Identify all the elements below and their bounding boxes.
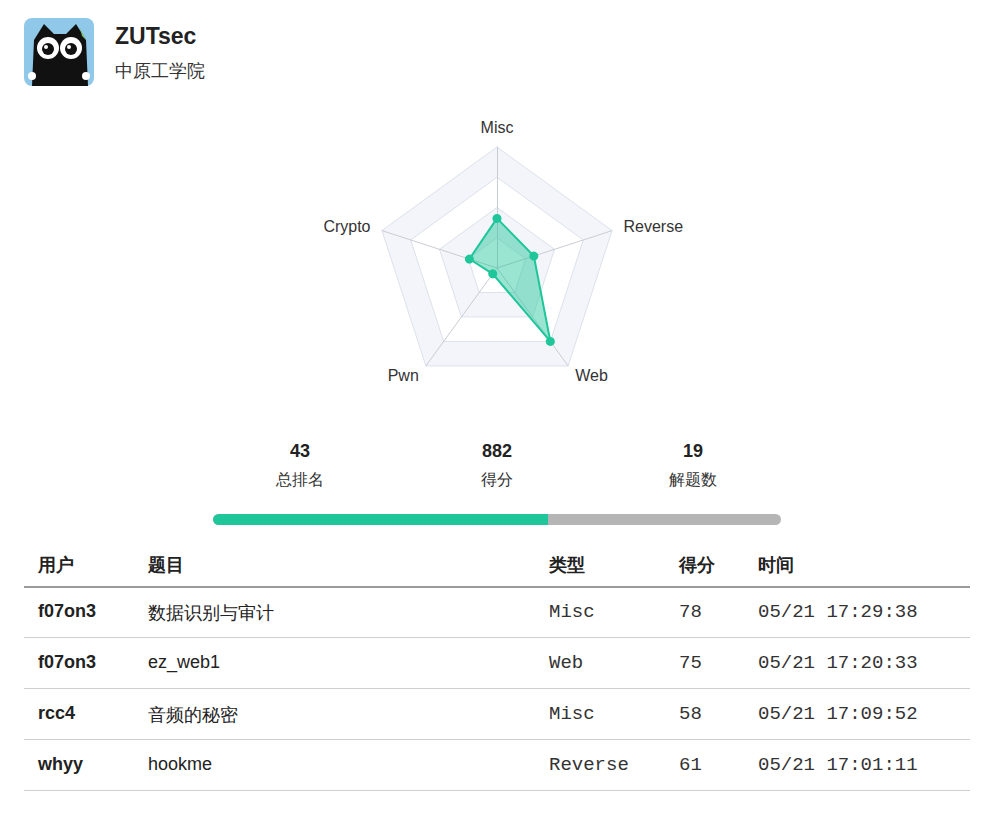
html-text:882: 882 — [482, 441, 512, 461]
html-text:题目: 题目 — [148, 555, 184, 575]
html-text:61: 61 — [679, 754, 702, 776]
html-text:用户: 用户 — [38, 555, 74, 575]
html-text:78: 78 — [679, 601, 702, 623]
html-text:Misc: Misc — [549, 601, 595, 623]
html-text:05/21 17:29:38: 05/21 17:29:38 — [758, 601, 918, 623]
html-text:得分: 得分 — [679, 555, 715, 575]
html-text:rcc4: rcc4 — [38, 703, 75, 723]
html-text:19: 19 — [683, 441, 703, 461]
html-text:Web: Web — [549, 652, 584, 674]
html-text:43: 43 — [290, 441, 310, 461]
svg-text:Web: Web — [575, 367, 608, 384]
html-text:得分: 得分 — [481, 471, 513, 488]
html-text:05/21 17:09:52: 05/21 17:09:52 — [758, 703, 918, 725]
html-text:ZUTsec: ZUTsec — [115, 23, 197, 49]
svg-text:Misc: Misc — [481, 119, 514, 136]
svg-text:Crypto: Crypto — [323, 218, 370, 235]
html-text:总排名: 总排名 — [276, 471, 324, 488]
html-text:类型: 类型 — [549, 555, 585, 575]
html-text:whyy: whyy — [38, 754, 83, 774]
html-text:58: 58 — [679, 703, 702, 725]
html-text:音频的秘密: 音频的秘密 — [148, 705, 238, 725]
html-text:05/21 17:01:11: 05/21 17:01:11 — [758, 754, 918, 776]
html-text:75: 75 — [679, 652, 702, 674]
html-text:中原工学院: 中原工学院 — [115, 61, 205, 81]
html-text:Misc: Misc — [549, 703, 595, 725]
html-text:hookme: hookme — [148, 754, 212, 774]
html-text:05/21 17:20:33: 05/21 17:20:33 — [758, 652, 918, 674]
html-text:时间: 时间 — [758, 555, 794, 575]
html-text:数据识别与审计: 数据识别与审计 — [148, 603, 274, 623]
html-text:解题数: 解题数 — [669, 471, 717, 488]
svg-text:Pwn: Pwn — [388, 367, 419, 384]
html-text:f07on3: f07on3 — [38, 601, 96, 621]
html-text:f07on3: f07on3 — [38, 652, 96, 672]
html-text:ez_web1: ez_web1 — [148, 652, 221, 672]
svg-text:Reverse: Reverse — [623, 218, 683, 235]
html-text:Reverse: Reverse — [549, 754, 629, 776]
